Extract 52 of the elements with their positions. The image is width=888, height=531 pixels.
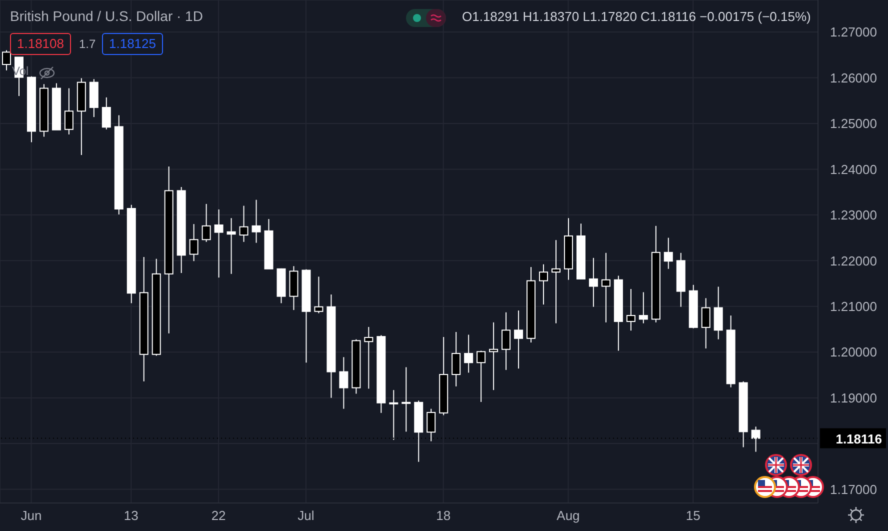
annotation: 1.18125: [102, 33, 163, 55]
y-tick-label: 1.27000: [830, 24, 877, 40]
candlestick: [214, 208, 224, 278]
candlestick: [701, 298, 710, 349]
candlestick: [502, 312, 511, 370]
candlestick: [626, 288, 636, 332]
annotation: 1.18108: [10, 33, 71, 55]
y-tick-label: 1.26000: [830, 70, 877, 86]
candlestick: [102, 96, 111, 130]
candlestick: [402, 366, 411, 432]
candlestick: [751, 426, 760, 452]
candlestick: [2, 50, 11, 71]
candlestick: [476, 350, 486, 402]
x-tick-label: Jul: [298, 508, 314, 524]
candlestick: [489, 322, 498, 391]
candlestick: [638, 292, 648, 324]
x-tick-label: 18: [436, 508, 451, 524]
x-tick-label: 22: [211, 508, 226, 524]
y-tick-label: 1.23000: [830, 208, 877, 223]
y-tick-label: 1.24000: [830, 162, 877, 177]
candlestick: [714, 286, 723, 340]
candlestick: [189, 224, 198, 262]
candlestick: [464, 334, 474, 374]
candlestick: [202, 203, 211, 242]
annotation: 1.7: [79, 37, 96, 51]
y-tick-label: 1.17000: [830, 482, 877, 497]
candlestick: [314, 276, 324, 314]
y-tick-label: 1.22000: [830, 253, 877, 268]
candlestick: [364, 326, 374, 390]
y-tick-label: 1.20000: [830, 344, 877, 360]
candlestick: [588, 257, 598, 308]
x-tick-label: Aug: [556, 508, 580, 524]
candlestick: [551, 240, 560, 324]
x-tick-label: 15: [686, 508, 700, 524]
candlestick: [252, 199, 261, 244]
y-tick-label: 1.19000: [830, 390, 877, 406]
y-tick-label: 1.21000: [830, 298, 877, 314]
y-tick-label: 1.25000: [830, 116, 877, 132]
candlestick: [64, 88, 74, 135]
x-tick-label: Jun: [20, 508, 42, 524]
candlestick: [226, 218, 236, 274]
candlestick: [601, 252, 610, 323]
candlestick: [664, 237, 673, 270]
text: British Pound / U.S. Dollar · 1D: [10, 8, 203, 24]
x-tick-label: 13: [124, 508, 138, 524]
ref-line-label: 1.18116: [836, 431, 882, 446]
candlestick: [239, 205, 248, 242]
annotation: O1.18291 H1.18370 L1.17820 C1.18116 −0.00175 (−0.15%): [462, 9, 811, 24]
candlestick: [452, 331, 461, 387]
candlestick: [514, 310, 524, 370]
candlestick: [339, 356, 348, 410]
candlestick: [539, 264, 548, 306]
